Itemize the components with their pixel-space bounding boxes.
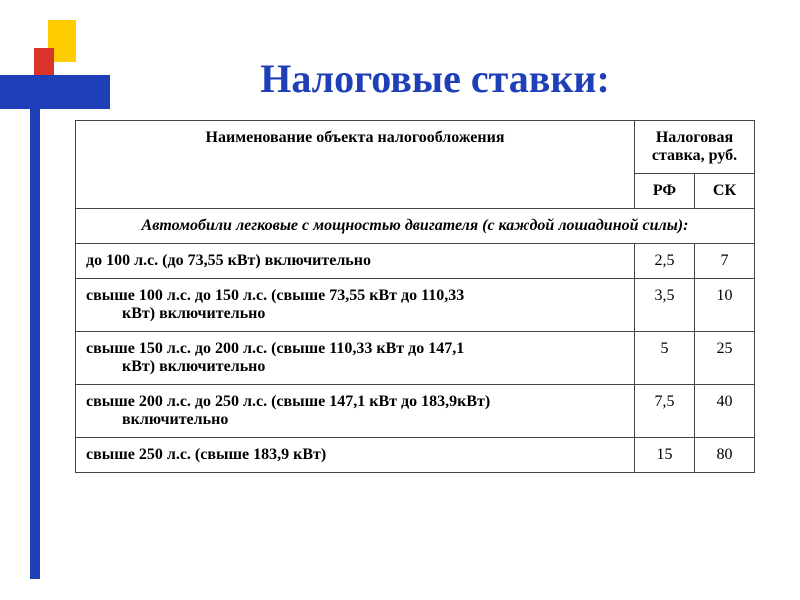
subheader-sk: СК <box>695 174 755 209</box>
category-label: Автомобили легковые с мощностью двигател… <box>76 209 755 244</box>
decor-blue-top <box>0 75 110 109</box>
row-label-line1: свыше 150 л.с. до 200 л.с. (свыше 110,33… <box>86 340 464 357</box>
row-label: до 100 л.с. (до 73,55 кВт) включительно <box>76 244 635 279</box>
table-row: до 100 л.с. (до 73,55 кВт) включительно … <box>76 244 755 279</box>
rate-rf: 15 <box>635 438 695 473</box>
table-row: свыше 150 л.с. до 200 л.с. (свыше 110,33… <box>76 332 755 385</box>
row-label-line2: кВт) включительно <box>86 305 624 323</box>
subheader-rf: РФ <box>635 174 695 209</box>
rate-rf: 3,5 <box>635 279 695 332</box>
row-label-line1: до 100 л.с. (до 73,55 кВт) включительно <box>86 252 371 269</box>
rate-sk: 25 <box>695 332 755 385</box>
row-label-line1: свыше 100 л.с. до 150 л.с. (свыше 73,55 … <box>86 287 464 304</box>
row-label: свыше 100 л.с. до 150 л.с. (свыше 73,55 … <box>76 279 635 332</box>
row-label-line2: кВт) включительно <box>86 358 624 376</box>
rate-sk: 7 <box>695 244 755 279</box>
table-row: свыше 200 л.с. до 250 л.с. (свыше 147,1 … <box>76 385 755 438</box>
decor-blue-side <box>30 109 40 579</box>
row-label: свыше 250 л.с. (свыше 183,9 кВт) <box>76 438 635 473</box>
rate-sk: 10 <box>695 279 755 332</box>
rate-rf: 5 <box>635 332 695 385</box>
rate-sk: 40 <box>695 385 755 438</box>
table-row: свыше 100 л.с. до 150 л.с. (свыше 73,55 … <box>76 279 755 332</box>
col-header-name: Наименование объекта налогообложения <box>76 121 635 209</box>
col-header-rate: Налоговая ставка, руб. <box>635 121 755 174</box>
row-label-line2: включительно <box>86 411 624 429</box>
rate-sk: 80 <box>695 438 755 473</box>
page-title: Налоговые ставки: <box>110 55 760 102</box>
rate-rf: 2,5 <box>635 244 695 279</box>
row-label-line1: свыше 250 л.с. (свыше 183,9 кВт) <box>86 446 326 463</box>
row-label: свыше 200 л.с. до 250 л.с. (свыше 147,1 … <box>76 385 635 438</box>
row-label: свыше 150 л.с. до 200 л.с. (свыше 110,33… <box>76 332 635 385</box>
table-row: свыше 250 л.с. (свыше 183,9 кВт) 15 80 <box>76 438 755 473</box>
row-label-line1: свыше 200 л.с. до 250 л.с. (свыше 147,1 … <box>86 393 490 410</box>
rate-rf: 7,5 <box>635 385 695 438</box>
tax-rates-table: Наименование объекта налогообложения Нал… <box>75 120 755 473</box>
decor-red <box>34 48 54 78</box>
category-row: Автомобили легковые с мощностью двигател… <box>76 209 755 244</box>
